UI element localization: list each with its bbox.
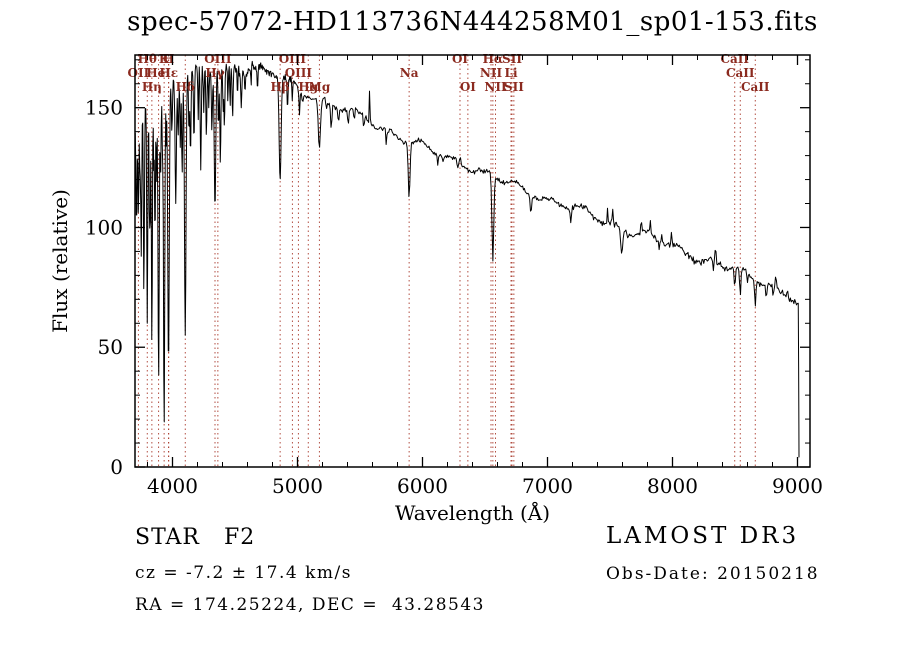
marker-label-Hγ: Hγ (205, 66, 224, 80)
marker-label-Mg: Mg (309, 80, 331, 94)
marker-label-Hη: Hη (142, 80, 162, 94)
y-tick-label: 150 (85, 96, 123, 120)
marker-label-Hg: Hg (298, 80, 318, 94)
x-tick-label: 4000 (147, 474, 198, 498)
plot-title: spec-57072-HD113736N444258M01_sp01-153.f… (127, 7, 818, 37)
x-tick-label: 9000 (772, 474, 823, 498)
marker-label-Na: Na (400, 66, 419, 80)
spectrum-trace (134, 60, 800, 458)
classification-text: STAR F2 (135, 525, 256, 550)
y-tick-label: 0 (110, 455, 123, 479)
ra-dec-text: RA = 174.25224, DEC = 43.28543 (135, 595, 485, 615)
marker-label-Hα: Hα (483, 52, 504, 66)
y-tick-label: 50 (98, 335, 123, 359)
x-tick-label: 8000 (647, 474, 698, 498)
y-axis-label: Flux (relative) (48, 189, 72, 333)
marker-label-OII: OII (128, 66, 150, 80)
marker-label-NII: NII (484, 80, 507, 94)
x-axis-label: Wavelength (Å) (394, 501, 551, 525)
marker-label-CaII: CaII (726, 66, 755, 80)
marker-label-OI: OI (452, 52, 468, 66)
marker-label-Hε: Hε (159, 66, 178, 80)
marker-label-CaII: CaII (720, 52, 749, 66)
marker-label-Hβ: Hβ (270, 80, 289, 94)
marker-label-OIII: OIII (279, 52, 307, 66)
x-tick-label: 6000 (397, 474, 448, 498)
radial-velocity-text: cz = -7.2 ± 17.4 km/s (135, 563, 352, 583)
x-tick-label: 7000 (522, 474, 573, 498)
marker-label-OI: OI (460, 80, 476, 94)
marker-label-H: H (163, 52, 174, 66)
marker-label-Hδ: Hδ (176, 80, 195, 94)
marker-label-SII: SII (502, 52, 522, 66)
y-tick-label: 100 (85, 215, 123, 239)
marker-label-HeI: HeI (146, 66, 171, 80)
marker-label-K: K (159, 52, 170, 66)
marker-label-OIII: OIII (285, 66, 313, 80)
marker-label-NII: NII (480, 66, 503, 80)
x-tick-label: 5000 (272, 474, 323, 498)
marker-label-CaII: CaII (741, 80, 770, 94)
plot-frame (134, 54, 811, 468)
marker-label-SII: SII (504, 80, 524, 94)
marker-label-Li: Li (505, 66, 518, 80)
survey-release-text: LAMOST DR3 (606, 523, 800, 549)
marker-label-OIII: OIII (204, 52, 232, 66)
obs-date-text: Obs-Date: 20150218 (606, 564, 820, 584)
